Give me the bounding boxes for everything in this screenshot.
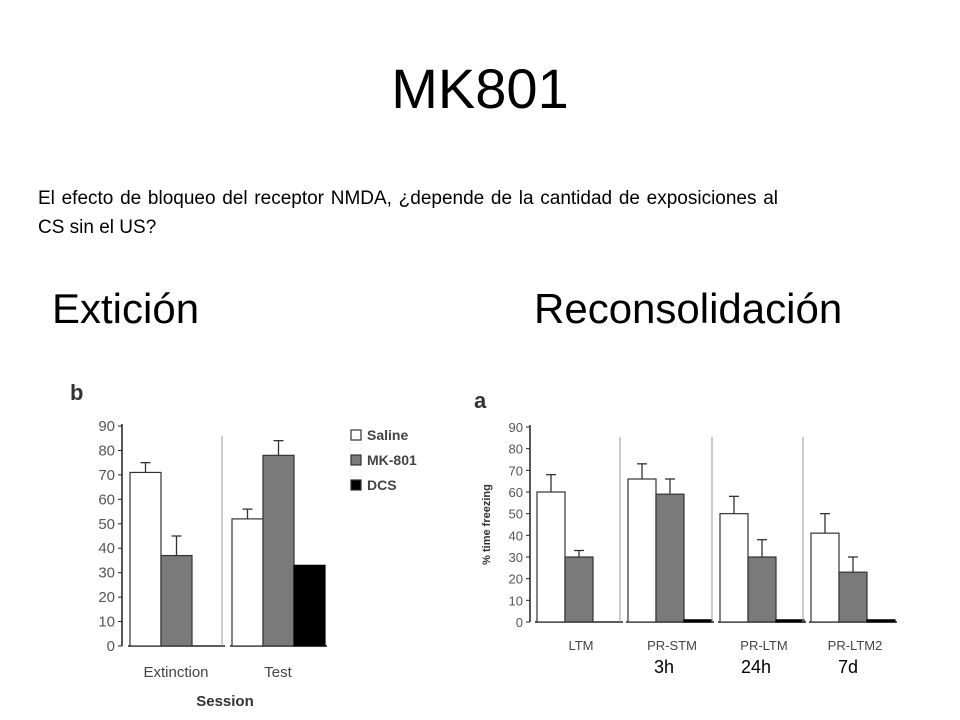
y-tick-label: 80 [98, 442, 115, 459]
y-tick-label: 20 [98, 589, 115, 606]
bar-saline-test [231, 518, 264, 647]
y-tick-label: 30 [509, 550, 523, 565]
bar-series-1-pr-ltm [747, 556, 777, 623]
bar-series-2-pr-ltm [775, 619, 805, 623]
legend-swatch [350, 454, 362, 466]
legend-label: Saline [367, 427, 408, 443]
y-tick-label: 40 [98, 540, 115, 557]
y-tick-label: 70 [98, 467, 115, 484]
legend-swatch [350, 429, 362, 441]
category-label: Test [264, 664, 292, 681]
chart-extinction: b 0 10 20 30 40 50 60 70 80 90 Extinction Test Sessio… [70, 380, 417, 710]
category-label: Extinction [143, 664, 208, 681]
bar-dcs-test [293, 564, 326, 647]
y-tick-label: 90 [509, 420, 523, 435]
y-tick-label: 70 [509, 463, 523, 478]
bar-mk-801-test [262, 454, 295, 647]
bar-saline-extinction [129, 471, 162, 647]
category-label: PR-LTM2 [828, 638, 883, 653]
x-axis-label: Session [196, 693, 254, 710]
y-tick-label: 60 [98, 491, 115, 508]
bar-series-0-pr-ltm2 [810, 532, 840, 623]
category-label: PR-LTM [740, 638, 787, 653]
bar-series-1-ltm [564, 556, 594, 623]
bar-series-1-pr-stm [655, 493, 685, 623]
y-tick-label: 20 [509, 572, 523, 587]
y-tick-label: 30 [98, 565, 115, 582]
panel-label: a [474, 388, 487, 413]
y-tick-label: 50 [98, 516, 115, 533]
annotation-24h: 24h [741, 657, 772, 677]
bar-series-0-ltm [536, 491, 566, 623]
panel-label: b [70, 380, 83, 405]
legend-label: DCS [367, 477, 397, 493]
research-question: El efecto de bloqueo del receptor NMDA, … [38, 188, 778, 238]
bar-series-2-pr-stm [683, 619, 713, 623]
annotation-7d: 7d [838, 657, 859, 677]
heading-extincion: Extición [52, 285, 200, 332]
category-label: PR-STM [647, 638, 697, 653]
y-tick-label: 0 [516, 615, 523, 630]
y-tick-label: 10 [98, 614, 115, 631]
bar-series-0-pr-stm [627, 478, 657, 623]
chart-reconsolidation: a 0 10 20 30 40 50 60 70 80 90 % time freezing LTM PR… [474, 388, 897, 653]
y-tick-label: 50 [509, 507, 523, 522]
heading-reconsolidacion: Reconsolidación [534, 285, 843, 332]
y-tick-label: 40 [509, 528, 523, 543]
category-label: LTM [568, 638, 593, 653]
legend-label: MK-801 [367, 452, 417, 468]
y-tick-label: 90 [98, 418, 115, 435]
slide-title: MK801 [391, 57, 569, 120]
legend-swatch [350, 479, 362, 491]
annotation-3h: 3h [654, 657, 675, 677]
bar-series-1-pr-ltm2 [838, 571, 868, 623]
bar-series-0-pr-ltm [719, 513, 749, 623]
y-tick-label: 0 [107, 638, 115, 655]
y-tick-label: 80 [509, 442, 523, 457]
bar-mk-801-extinction [160, 554, 193, 647]
y-tick-label: 10 [509, 593, 523, 608]
bar-series-2-pr-ltm2 [866, 619, 896, 623]
y-axis-label: % time freezing [481, 484, 493, 565]
y-tick-label: 60 [509, 485, 523, 500]
